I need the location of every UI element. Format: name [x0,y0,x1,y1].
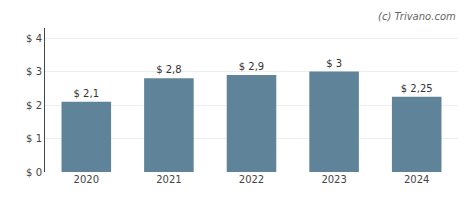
svg-text:(c) Trivano.com: (c) Trivano.com [378,11,456,22]
svg-text:2024: 2024 [404,174,429,185]
svg-text:$ 3: $ 3 [26,66,42,77]
svg-text:$ 0: $ 0 [26,167,42,178]
svg-text:$ 2,8: $ 2,8 [156,64,181,75]
svg-text:$ 2,1: $ 2,1 [74,88,99,99]
svg-text:2021: 2021 [156,174,181,185]
svg-text:$ 4: $ 4 [26,33,42,44]
svg-text:2020: 2020 [74,174,99,185]
svg-text:$ 2: $ 2 [26,100,42,111]
svg-text:$ 2,9: $ 2,9 [239,61,264,72]
svg-text:$ 3: $ 3 [326,58,342,69]
svg-text:2022: 2022 [239,174,264,185]
svg-text:2023: 2023 [321,174,346,185]
svg-text:$ 1: $ 1 [26,133,42,144]
svg-text:$ 2,25: $ 2,25 [401,83,433,94]
